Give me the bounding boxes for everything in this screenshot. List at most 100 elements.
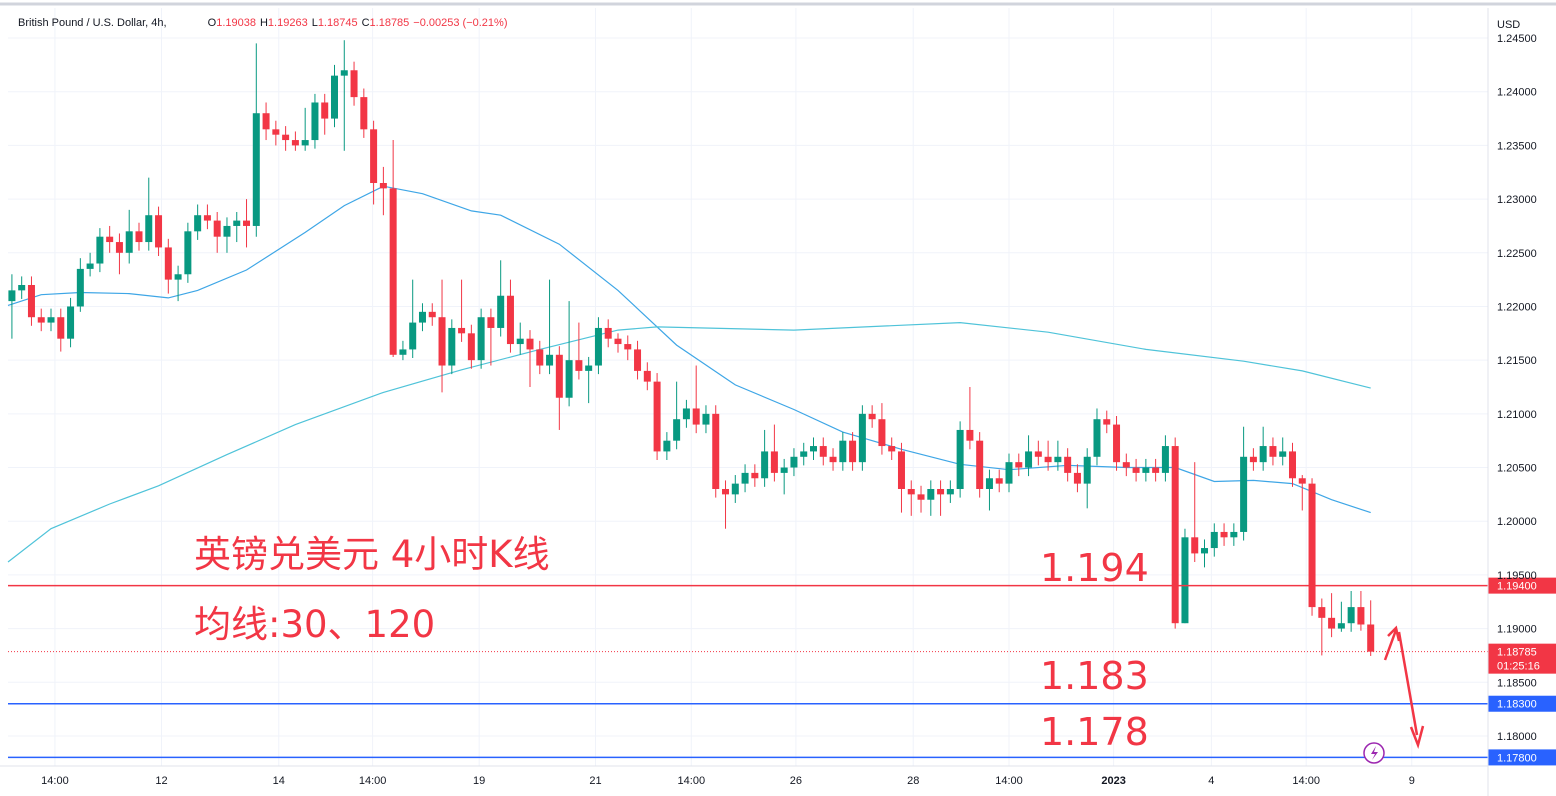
candle-body — [184, 231, 192, 275]
ohlc-key: C — [361, 17, 370, 29]
candle-body — [1337, 623, 1345, 629]
candle-body — [995, 478, 1003, 484]
candle-body — [1181, 537, 1189, 624]
arrow-down — [1397, 631, 1425, 750]
y-tick-label: 1.18000 — [1497, 731, 1537, 743]
candle-body — [585, 365, 593, 371]
candle-body — [67, 306, 75, 339]
candle-body — [467, 333, 475, 361]
candle-body — [1279, 451, 1287, 457]
candle-body — [1113, 424, 1121, 463]
levels: 1.19400 1.18300 1.17800 1.18785 01:25:16 — [8, 577, 1556, 766]
y-tick-label: 1.22500 — [1497, 248, 1537, 260]
candle-body — [897, 451, 905, 489]
candle-body — [946, 488, 954, 495]
candle-body — [458, 327, 466, 334]
candle-body — [1249, 456, 1257, 463]
candle-body — [438, 317, 446, 366]
candle-body — [370, 129, 378, 184]
ohlc-value: −0.00253 (−0.21%) — [413, 17, 508, 29]
y-tick-label: 1.24500 — [1497, 33, 1537, 45]
x-tick-label: 14:00 — [995, 775, 1023, 787]
candle-body — [917, 494, 925, 500]
candle-body — [18, 285, 26, 291]
level-label: 1.18300 — [1497, 699, 1537, 711]
ohlc-value: 1.18745 — [317, 17, 358, 29]
candle-body — [1093, 419, 1101, 457]
candle-body — [1230, 531, 1238, 538]
candle-body — [135, 231, 143, 243]
x-tick-label: 19 — [473, 775, 485, 787]
candle-body — [360, 97, 368, 130]
candle-body — [272, 129, 280, 135]
candle-body — [1259, 446, 1267, 463]
candle-body — [819, 446, 827, 457]
candle-body — [389, 188, 397, 355]
candle-body — [418, 311, 426, 323]
arrow-up — [1383, 625, 1401, 661]
candle-body — [1064, 456, 1072, 473]
candle-body — [1171, 446, 1179, 624]
candle-body — [780, 467, 788, 473]
candle-body — [106, 236, 114, 243]
symbol-title: British Pound / U.S. Dollar, 4h, — [18, 17, 167, 29]
candle-body — [243, 220, 251, 226]
candle-body — [1005, 462, 1013, 484]
axes: 1.18000 1.18500 1.19000 1.19500 1.20000 1.205… — [0, 8, 1537, 796]
candle-body — [506, 295, 514, 345]
x-tick-label: 14:00 — [1292, 775, 1320, 787]
candle-body — [1210, 531, 1218, 549]
candle-body — [350, 70, 358, 98]
candle-body — [8, 290, 16, 302]
candle-body — [849, 440, 857, 463]
level-label: 1.19400 — [1497, 581, 1537, 593]
x-tick-label: 14:00 — [41, 775, 69, 787]
ma-line — [7, 185, 1371, 514]
candle-body — [282, 134, 290, 141]
candle-body — [907, 488, 915, 495]
annotation-level: 1.183 — [1040, 654, 1149, 698]
y-axis-label: USD — [1497, 19, 1520, 31]
x-tick-label: 9 — [1409, 775, 1415, 787]
x-tick-label: 21 — [589, 775, 601, 787]
candle-body — [321, 102, 329, 119]
candle-body — [399, 349, 407, 355]
candle-body — [751, 472, 759, 479]
candle-body — [477, 317, 485, 361]
ohlc-key: H — [259, 17, 268, 29]
candle-body — [790, 456, 798, 468]
candle-body — [1044, 456, 1052, 463]
candle-body — [761, 451, 769, 479]
candle-body — [1025, 451, 1033, 468]
candle-body — [174, 274, 182, 280]
y-tick-label: 1.20000 — [1497, 516, 1537, 528]
header: British Pound / U.S. Dollar, 4h, O1.1903… — [18, 17, 507, 29]
candle-body — [291, 140, 299, 146]
ohlc-value: 1.18785 — [369, 17, 410, 29]
level-label: 1.17800 — [1497, 752, 1537, 764]
candle-body — [487, 317, 495, 328]
candle-body — [1122, 462, 1130, 468]
candle-body — [125, 231, 133, 253]
candle-body — [86, 263, 94, 269]
candle-body — [858, 413, 866, 463]
candle-body — [409, 322, 417, 350]
candle-body — [428, 311, 436, 318]
candle-body — [448, 327, 456, 366]
candle-body — [1073, 472, 1081, 484]
candle-body — [722, 488, 730, 495]
candle-body — [702, 413, 710, 425]
candle-body — [213, 220, 221, 237]
x-tick-label: 14 — [273, 775, 285, 787]
last-price-tag — [1488, 643, 1556, 674]
candle-body — [1132, 467, 1140, 473]
ohlc-value: 1.19038 — [216, 17, 256, 29]
candle-body — [546, 354, 554, 366]
candle-body — [1328, 617, 1336, 629]
candle-body — [330, 75, 338, 119]
candle-body — [1015, 462, 1023, 468]
candle-body — [155, 215, 163, 248]
candle-body — [673, 419, 681, 441]
candle-body — [1220, 531, 1228, 538]
